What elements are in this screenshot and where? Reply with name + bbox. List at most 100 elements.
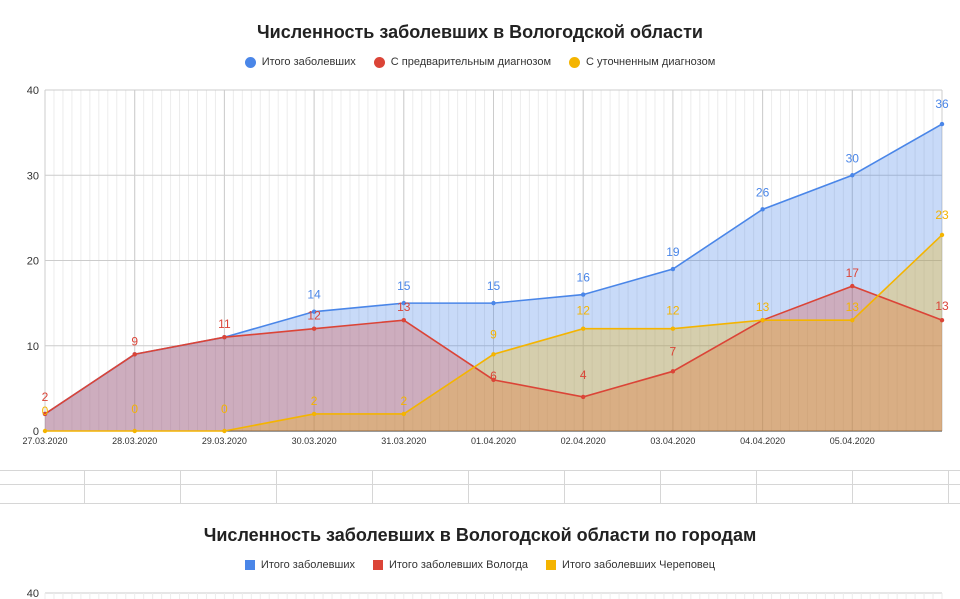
legend-dot-icon xyxy=(244,56,256,68)
data-point xyxy=(401,411,406,417)
legend-item-total[interactable]: Итого заболевших xyxy=(244,559,355,571)
legend-item-vologda[interactable]: Итого заболевших Вологда xyxy=(372,559,529,571)
legend-item-confirmed[interactable]: С уточненным диагнозом xyxy=(569,56,715,68)
data-label: 0 xyxy=(131,402,138,416)
data-label: 12 xyxy=(307,309,321,323)
series-area xyxy=(45,124,942,431)
legend-label: Итого заболевших xyxy=(261,56,356,68)
data-label: 13 xyxy=(756,300,770,314)
spreadsheet-grid xyxy=(0,470,960,504)
data-label: 11 xyxy=(218,317,231,331)
data-label: 6 xyxy=(490,369,497,383)
x-tick-label: 02.04.2020 xyxy=(561,436,606,446)
data-point xyxy=(491,352,496,357)
y-tick-label: 10 xyxy=(27,341,39,353)
data-label: 13 xyxy=(846,300,860,314)
data-label: 12 xyxy=(577,304,591,318)
chart2-title: Численность заболевших в Вологодской обл… xyxy=(203,525,757,545)
data-point xyxy=(491,300,496,306)
data-label: 2 xyxy=(400,394,407,408)
legend-label: Итого заболевших Вологда xyxy=(388,559,529,571)
data-point xyxy=(850,173,855,178)
x-tick-label: 30.03.2020 xyxy=(292,436,337,446)
legend-item-preliminary[interactable]: С предварительным диагнозом xyxy=(373,56,552,68)
data-point xyxy=(850,283,855,289)
data-point xyxy=(401,300,406,306)
legend-label: Итого заболевших xyxy=(260,559,355,571)
legend-item-total[interactable]: Итого заболевших xyxy=(244,56,356,68)
data-label: 0 xyxy=(42,404,49,418)
chart1-title: Численность заболевших в Вологодской обл… xyxy=(257,22,703,42)
data-label: 36 xyxy=(935,97,949,111)
data-label: 2 xyxy=(42,390,49,404)
data-point xyxy=(491,377,496,383)
x-tick-label: 29.03.2020 xyxy=(202,436,247,446)
data-point xyxy=(222,428,227,434)
data-label: 7 xyxy=(670,344,677,358)
data-point xyxy=(670,266,676,272)
data-point xyxy=(42,428,48,434)
data-label: 14 xyxy=(307,288,321,302)
data-label: 9 xyxy=(131,334,138,348)
legend-dot-icon xyxy=(569,56,581,68)
series-area xyxy=(45,234,942,431)
legend-label: Итого заболевших Череповец xyxy=(562,559,716,571)
data-label: 0 xyxy=(221,402,228,416)
legend-label: С уточненным диагнозом xyxy=(586,56,716,68)
y-tick-label: 20 xyxy=(27,256,39,268)
data-label: 2 xyxy=(311,394,318,408)
x-tick-label: 01.04.2020 xyxy=(471,436,516,446)
y-tick-label: 0 xyxy=(33,426,39,438)
data-point xyxy=(581,326,586,331)
data-point xyxy=(311,411,317,417)
data-label: 30 xyxy=(846,151,860,165)
data-label: 17 xyxy=(846,266,860,280)
data-label: 19 xyxy=(666,245,680,259)
data-point xyxy=(850,317,855,323)
data-point xyxy=(581,394,586,400)
data-label: 15 xyxy=(487,279,501,293)
data-point xyxy=(42,411,48,417)
x-tick-label: 28.03.2020 xyxy=(112,436,157,446)
data-point xyxy=(581,292,586,297)
data-label: 9 xyxy=(490,327,497,341)
data-point xyxy=(939,121,945,127)
data-label: 4 xyxy=(580,368,587,382)
legend-square-icon xyxy=(546,560,557,570)
data-point xyxy=(760,317,765,323)
series-area xyxy=(45,286,942,431)
data-point xyxy=(939,232,945,238)
x-tick-label: 04.04.2020 xyxy=(740,436,785,446)
data-point xyxy=(132,428,137,434)
y-tick-label: 30 xyxy=(27,170,39,182)
chart2-legend: Итого заболевших Итого заболевших Вологд… xyxy=(0,559,960,571)
data-label: 15 xyxy=(397,279,411,293)
data-point xyxy=(401,317,406,323)
data-point xyxy=(132,352,137,357)
data-label: 16 xyxy=(577,271,591,285)
chart2-y-tick-label: 40 xyxy=(27,588,39,599)
data-label: 13 xyxy=(397,300,411,314)
data-label: 26 xyxy=(756,185,770,199)
data-label: 13 xyxy=(935,299,949,313)
x-tick-label: 03.04.2020 xyxy=(650,436,695,446)
legend-dot-icon xyxy=(373,56,385,68)
x-tick-label: 05.04.2020 xyxy=(830,436,875,446)
x-tick-label: 27.03.2020 xyxy=(22,436,67,446)
y-tick-label: 40 xyxy=(27,85,39,97)
legend-square-icon xyxy=(244,560,255,570)
data-point xyxy=(311,326,317,331)
legend-square-icon xyxy=(372,560,383,570)
data-point xyxy=(311,309,317,314)
data-label: 23 xyxy=(935,208,949,222)
data-label: 12 xyxy=(666,304,680,318)
legend-item-cherepovets[interactable]: Итого заболевших Череповец xyxy=(546,559,715,571)
data-point xyxy=(760,207,765,212)
x-tick-label: 31.03.2020 xyxy=(381,436,426,446)
data-point xyxy=(939,317,945,323)
data-point xyxy=(222,335,227,340)
data-point xyxy=(670,369,676,374)
legend-label: С предварительным диагнозом xyxy=(390,56,552,68)
